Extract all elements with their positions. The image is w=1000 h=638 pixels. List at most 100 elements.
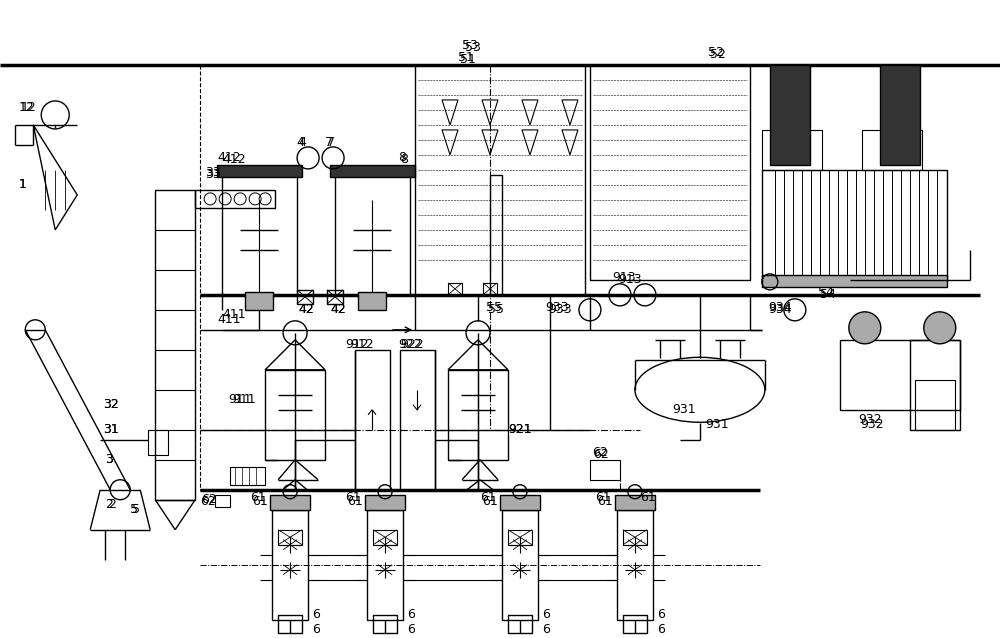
Text: 6: 6: [407, 623, 415, 636]
Text: 53: 53: [462, 40, 478, 52]
Bar: [215, 494, 230, 507]
Text: 53: 53: [465, 41, 481, 54]
Bar: [910, 340, 960, 430]
Bar: [355, 350, 390, 490]
Bar: [330, 165, 415, 177]
Bar: [762, 275, 947, 287]
Bar: [327, 290, 343, 304]
Bar: [862, 130, 922, 170]
Text: 1: 1: [18, 179, 26, 191]
Text: 31: 31: [103, 423, 119, 436]
Text: 33: 33: [205, 167, 221, 179]
Text: 931: 931: [705, 419, 729, 431]
Bar: [483, 283, 497, 295]
Text: 912: 912: [350, 338, 374, 352]
Bar: [880, 65, 920, 165]
Bar: [217, 165, 302, 177]
Bar: [373, 614, 397, 633]
Text: 3: 3: [105, 453, 113, 466]
Text: 931: 931: [672, 403, 696, 416]
Text: 62: 62: [200, 495, 216, 508]
Text: 7: 7: [325, 137, 333, 149]
Text: 2: 2: [108, 498, 116, 511]
Circle shape: [924, 312, 956, 344]
Text: 911: 911: [228, 393, 252, 406]
Bar: [365, 494, 405, 510]
Bar: [195, 190, 275, 208]
Bar: [770, 65, 810, 165]
Text: 913: 913: [612, 271, 636, 285]
Text: 4: 4: [298, 137, 306, 149]
Text: 922: 922: [400, 338, 424, 352]
Bar: [148, 430, 168, 455]
Text: 913: 913: [618, 273, 642, 286]
Text: 54: 54: [818, 286, 834, 299]
Bar: [448, 283, 462, 295]
Bar: [508, 530, 532, 545]
Text: 4: 4: [296, 137, 304, 149]
Text: 412: 412: [222, 153, 246, 167]
Text: 42: 42: [330, 303, 346, 316]
Text: 912: 912: [345, 338, 369, 352]
Text: 3: 3: [105, 453, 113, 466]
Text: 411: 411: [217, 313, 241, 326]
Bar: [590, 65, 750, 280]
Text: 921: 921: [508, 423, 532, 436]
Bar: [490, 175, 502, 295]
Text: 933: 933: [545, 301, 569, 315]
Bar: [265, 370, 325, 460]
Bar: [270, 494, 310, 510]
Text: 61: 61: [347, 495, 363, 508]
Text: 8: 8: [398, 151, 406, 165]
Bar: [840, 340, 960, 410]
Text: 6: 6: [542, 623, 550, 636]
Bar: [762, 130, 822, 170]
Text: 6: 6: [312, 623, 320, 636]
Text: 32: 32: [103, 398, 119, 412]
Bar: [448, 370, 508, 460]
Text: 6: 6: [542, 608, 550, 621]
Text: 12: 12: [18, 101, 34, 114]
Bar: [623, 614, 647, 633]
Bar: [155, 190, 195, 500]
Text: 42: 42: [330, 303, 346, 316]
Bar: [245, 292, 273, 310]
Text: 6: 6: [407, 608, 415, 621]
Text: 62: 62: [592, 446, 608, 459]
Text: 61: 61: [482, 495, 498, 508]
Bar: [623, 530, 647, 545]
Text: 5: 5: [132, 503, 140, 516]
Bar: [230, 467, 265, 485]
Bar: [400, 350, 435, 490]
Text: 61: 61: [250, 491, 266, 504]
Text: 921: 921: [508, 423, 532, 436]
Text: 1: 1: [18, 179, 26, 191]
Text: 55: 55: [486, 301, 502, 315]
Text: 42: 42: [298, 303, 314, 316]
Bar: [415, 65, 585, 295]
Text: 411: 411: [222, 308, 246, 322]
Bar: [762, 170, 947, 280]
Text: 61: 61: [597, 495, 613, 508]
Bar: [617, 510, 653, 619]
Text: 922: 922: [398, 338, 422, 352]
Text: 12: 12: [20, 101, 36, 114]
Text: 52: 52: [710, 48, 726, 61]
Text: 7: 7: [327, 137, 335, 149]
Text: 32: 32: [103, 398, 119, 412]
Text: 61: 61: [595, 491, 611, 504]
Bar: [590, 460, 620, 480]
Text: 933: 933: [548, 303, 572, 316]
Text: 51: 51: [458, 52, 474, 64]
Text: 932: 932: [860, 419, 883, 431]
Text: 934: 934: [768, 303, 791, 316]
Bar: [272, 510, 308, 619]
Text: 42: 42: [298, 303, 314, 316]
Bar: [297, 290, 313, 304]
Text: 61: 61: [640, 491, 656, 504]
Bar: [915, 380, 955, 430]
Text: 911: 911: [232, 393, 256, 406]
Bar: [508, 614, 532, 633]
Bar: [373, 530, 397, 545]
Text: 6: 6: [312, 608, 320, 621]
